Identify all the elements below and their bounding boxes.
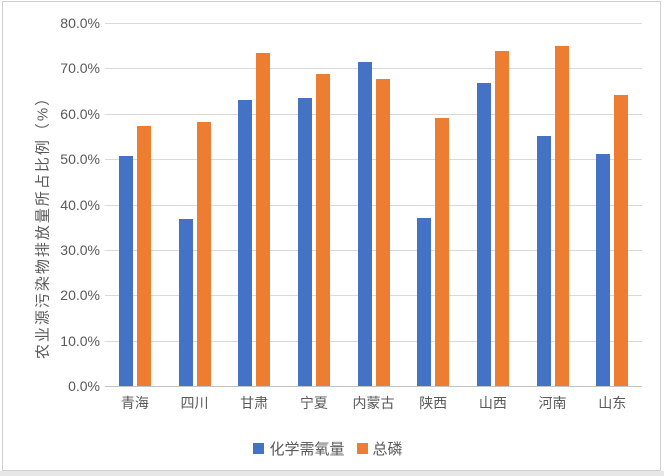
- y-tick-label: 50.0%: [60, 151, 100, 168]
- x-axis-label: 四川: [180, 395, 209, 411]
- bar: [417, 218, 432, 386]
- bar: [476, 82, 491, 386]
- bar-group: [224, 23, 284, 386]
- legend-swatch-icon: [356, 443, 368, 454]
- bottom-strip: [0, 471, 664, 476]
- y-tick-label: 70.0%: [60, 60, 100, 77]
- bar: [238, 99, 253, 386]
- y-tick-label: 30.0%: [60, 241, 100, 258]
- legend-item: 化学需氧量: [253, 438, 345, 459]
- bar: [614, 95, 629, 386]
- bar: [435, 117, 450, 386]
- y-tick-label: 40.0%: [60, 196, 100, 213]
- bar-group: [165, 23, 225, 386]
- x-axis-labels: 青海 四川 甘肃 宁夏 内蒙古 陕西 山西 河南 山东: [105, 393, 642, 413]
- bar: [536, 135, 551, 386]
- x-axis-label: 甘肃: [240, 395, 269, 411]
- gridline: [105, 68, 642, 70]
- bar-group: [463, 23, 523, 386]
- legend-item: 总磷: [356, 438, 403, 459]
- y-tick-label: 60.0%: [60, 105, 100, 122]
- legend-label: 总磷: [372, 441, 403, 458]
- bar: [357, 62, 372, 386]
- y-axis-tick-labels: 0.0% 10.0% 20.0% 30.0% 40.0% 50.0% 60.0% 70.0% 8…: [0, 0, 100, 476]
- legend-swatch-icon: [253, 443, 265, 454]
- bar: [315, 73, 330, 386]
- x-axis-label: 青海: [120, 395, 149, 411]
- bar: [118, 155, 133, 386]
- bar: [136, 126, 151, 386]
- bar: [196, 121, 211, 386]
- bar: [375, 78, 390, 386]
- plot-area: [105, 23, 642, 387]
- x-axis-label: 陕西: [419, 395, 448, 411]
- x-axis-label: 宁夏: [299, 395, 328, 411]
- bar-group: [105, 23, 165, 386]
- gridline: [105, 340, 642, 342]
- gridline: [105, 113, 642, 115]
- legend: 化学需氧量 总磷: [0, 438, 656, 459]
- bar-group: [284, 23, 344, 386]
- gridline: [105, 249, 642, 251]
- gridline: [105, 204, 642, 206]
- x-axis-label: 山西: [478, 395, 507, 411]
- y-tick-label: 80.0%: [60, 15, 100, 31]
- x-axis-label: 山东: [598, 395, 627, 411]
- x-axis-line: [105, 386, 642, 387]
- gridline: [105, 23, 642, 24]
- bar: [256, 52, 271, 386]
- bar: [297, 98, 312, 386]
- bar-series: [105, 23, 642, 386]
- bar-group: [582, 23, 642, 386]
- x-axis-label: 河南: [538, 395, 567, 411]
- y-tick-label: 10.0%: [60, 332, 100, 349]
- bar-group: [403, 23, 463, 386]
- gridline: [105, 295, 642, 297]
- bar: [494, 51, 509, 386]
- legend-label: 化学需氧量: [269, 441, 345, 458]
- x-axis-label: 内蒙古: [352, 395, 395, 411]
- y-tick-label: 0.0%: [68, 378, 100, 394]
- bar-group: [344, 23, 404, 386]
- gridline: [105, 159, 642, 161]
- y-tick-label: 20.0%: [60, 287, 100, 304]
- bar-group: [523, 23, 583, 386]
- bar: [596, 154, 611, 386]
- bar: [178, 219, 193, 386]
- bar: [554, 46, 569, 386]
